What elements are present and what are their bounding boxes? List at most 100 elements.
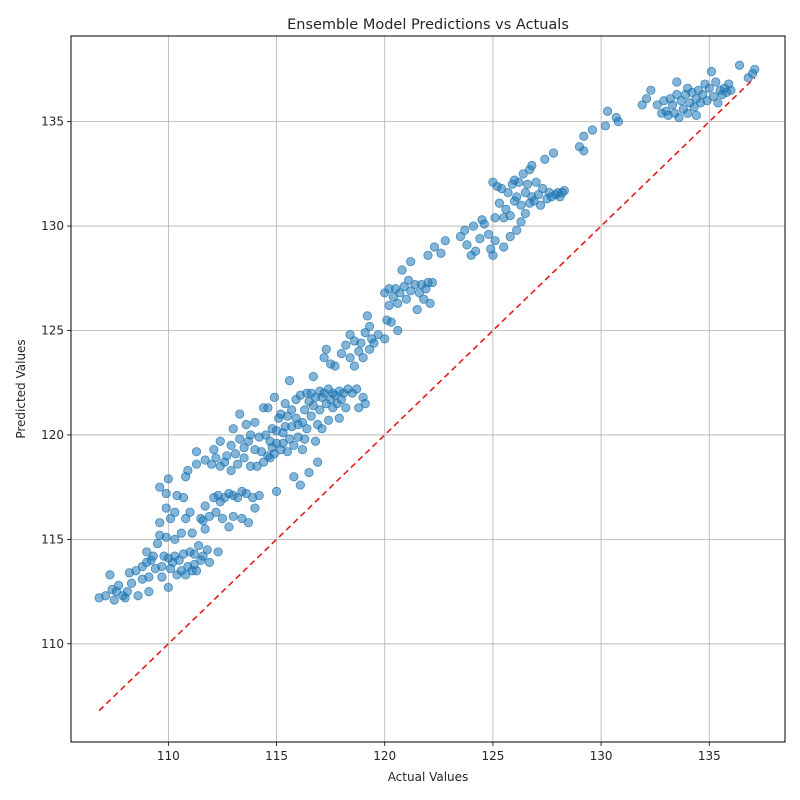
data-point (170, 507, 180, 517)
data-point (462, 240, 472, 250)
data-point (470, 246, 481, 256)
data-point (297, 444, 308, 455)
data-point (224, 522, 234, 532)
data-point (667, 100, 678, 110)
data-point (518, 169, 528, 179)
data-point (271, 486, 282, 496)
data-point (646, 85, 656, 95)
data-point (674, 112, 684, 123)
data-point (200, 501, 210, 511)
data-point (122, 587, 132, 597)
data-point (341, 403, 351, 413)
data-point (460, 225, 470, 235)
x-tick-label: 130 (590, 749, 613, 763)
data-point (304, 467, 314, 478)
data-point (185, 507, 195, 517)
y-tick-label: 115 (41, 532, 64, 546)
data-point (269, 392, 279, 402)
data-point (672, 77, 682, 87)
data-point (330, 361, 340, 371)
data-point (191, 447, 202, 457)
data-point (702, 96, 712, 106)
data-point (321, 344, 331, 354)
data-point (386, 317, 396, 327)
data-point (579, 131, 589, 141)
data-point (155, 482, 165, 492)
data-point (258, 457, 269, 467)
x-axis-label: Actual Values (388, 770, 469, 784)
data-point (126, 578, 137, 588)
y-tick-label: 125 (41, 324, 64, 338)
data-point (423, 250, 433, 260)
data-point (395, 288, 405, 298)
data-point (323, 415, 334, 425)
data-point (157, 572, 167, 582)
data-point (496, 183, 507, 194)
data-point (706, 66, 717, 77)
data-point (533, 190, 543, 200)
data-point (101, 591, 111, 601)
data-point (354, 403, 364, 413)
data-point (403, 275, 414, 285)
data-point (503, 188, 513, 198)
reference-line (98, 77, 756, 712)
x-tick-label: 125 (481, 749, 504, 763)
data-point (165, 513, 176, 524)
data-point (393, 325, 403, 336)
data-point (364, 321, 375, 331)
data-points (94, 60, 760, 605)
y-tick-label: 135 (41, 115, 64, 129)
data-point (250, 417, 260, 428)
data-point (170, 534, 180, 544)
data-point (522, 179, 533, 189)
data-point (711, 77, 721, 87)
data-point (144, 572, 154, 582)
data-point (263, 403, 273, 413)
data-point (373, 330, 383, 340)
data-point (198, 551, 208, 561)
data-point (241, 488, 251, 499)
data-point (414, 288, 424, 298)
data-point (233, 493, 243, 503)
data-point (538, 183, 548, 194)
data-point (313, 457, 323, 467)
data-point (704, 83, 714, 93)
data-point (284, 376, 295, 386)
data-point (209, 444, 219, 455)
data-point (360, 399, 370, 409)
data-point (200, 455, 210, 465)
data-point (300, 434, 310, 444)
data-point (349, 361, 360, 371)
data-point (237, 513, 247, 524)
grid (71, 36, 785, 742)
data-point (406, 286, 416, 296)
data-point (399, 282, 409, 292)
data-point (308, 401, 318, 411)
data-point (256, 447, 266, 457)
data-point (351, 384, 362, 394)
data-point (284, 434, 295, 444)
data-point (109, 595, 119, 605)
data-point (429, 242, 440, 252)
data-point (133, 591, 143, 601)
data-point (425, 298, 435, 308)
data-point (114, 580, 124, 590)
data-point (200, 524, 210, 534)
data-point (215, 436, 225, 446)
data-point (455, 231, 466, 242)
data-point (384, 300, 394, 311)
data-point (178, 493, 189, 503)
data-point (637, 100, 647, 110)
data-point (211, 507, 221, 517)
data-point (505, 211, 515, 221)
data-point (676, 96, 686, 106)
data-point (230, 449, 241, 459)
data-point (297, 417, 308, 428)
data-point (516, 200, 526, 210)
data-point (514, 177, 524, 187)
data-point (527, 160, 537, 171)
data-point (698, 89, 708, 100)
data-point (345, 353, 355, 363)
data-point (401, 294, 411, 304)
